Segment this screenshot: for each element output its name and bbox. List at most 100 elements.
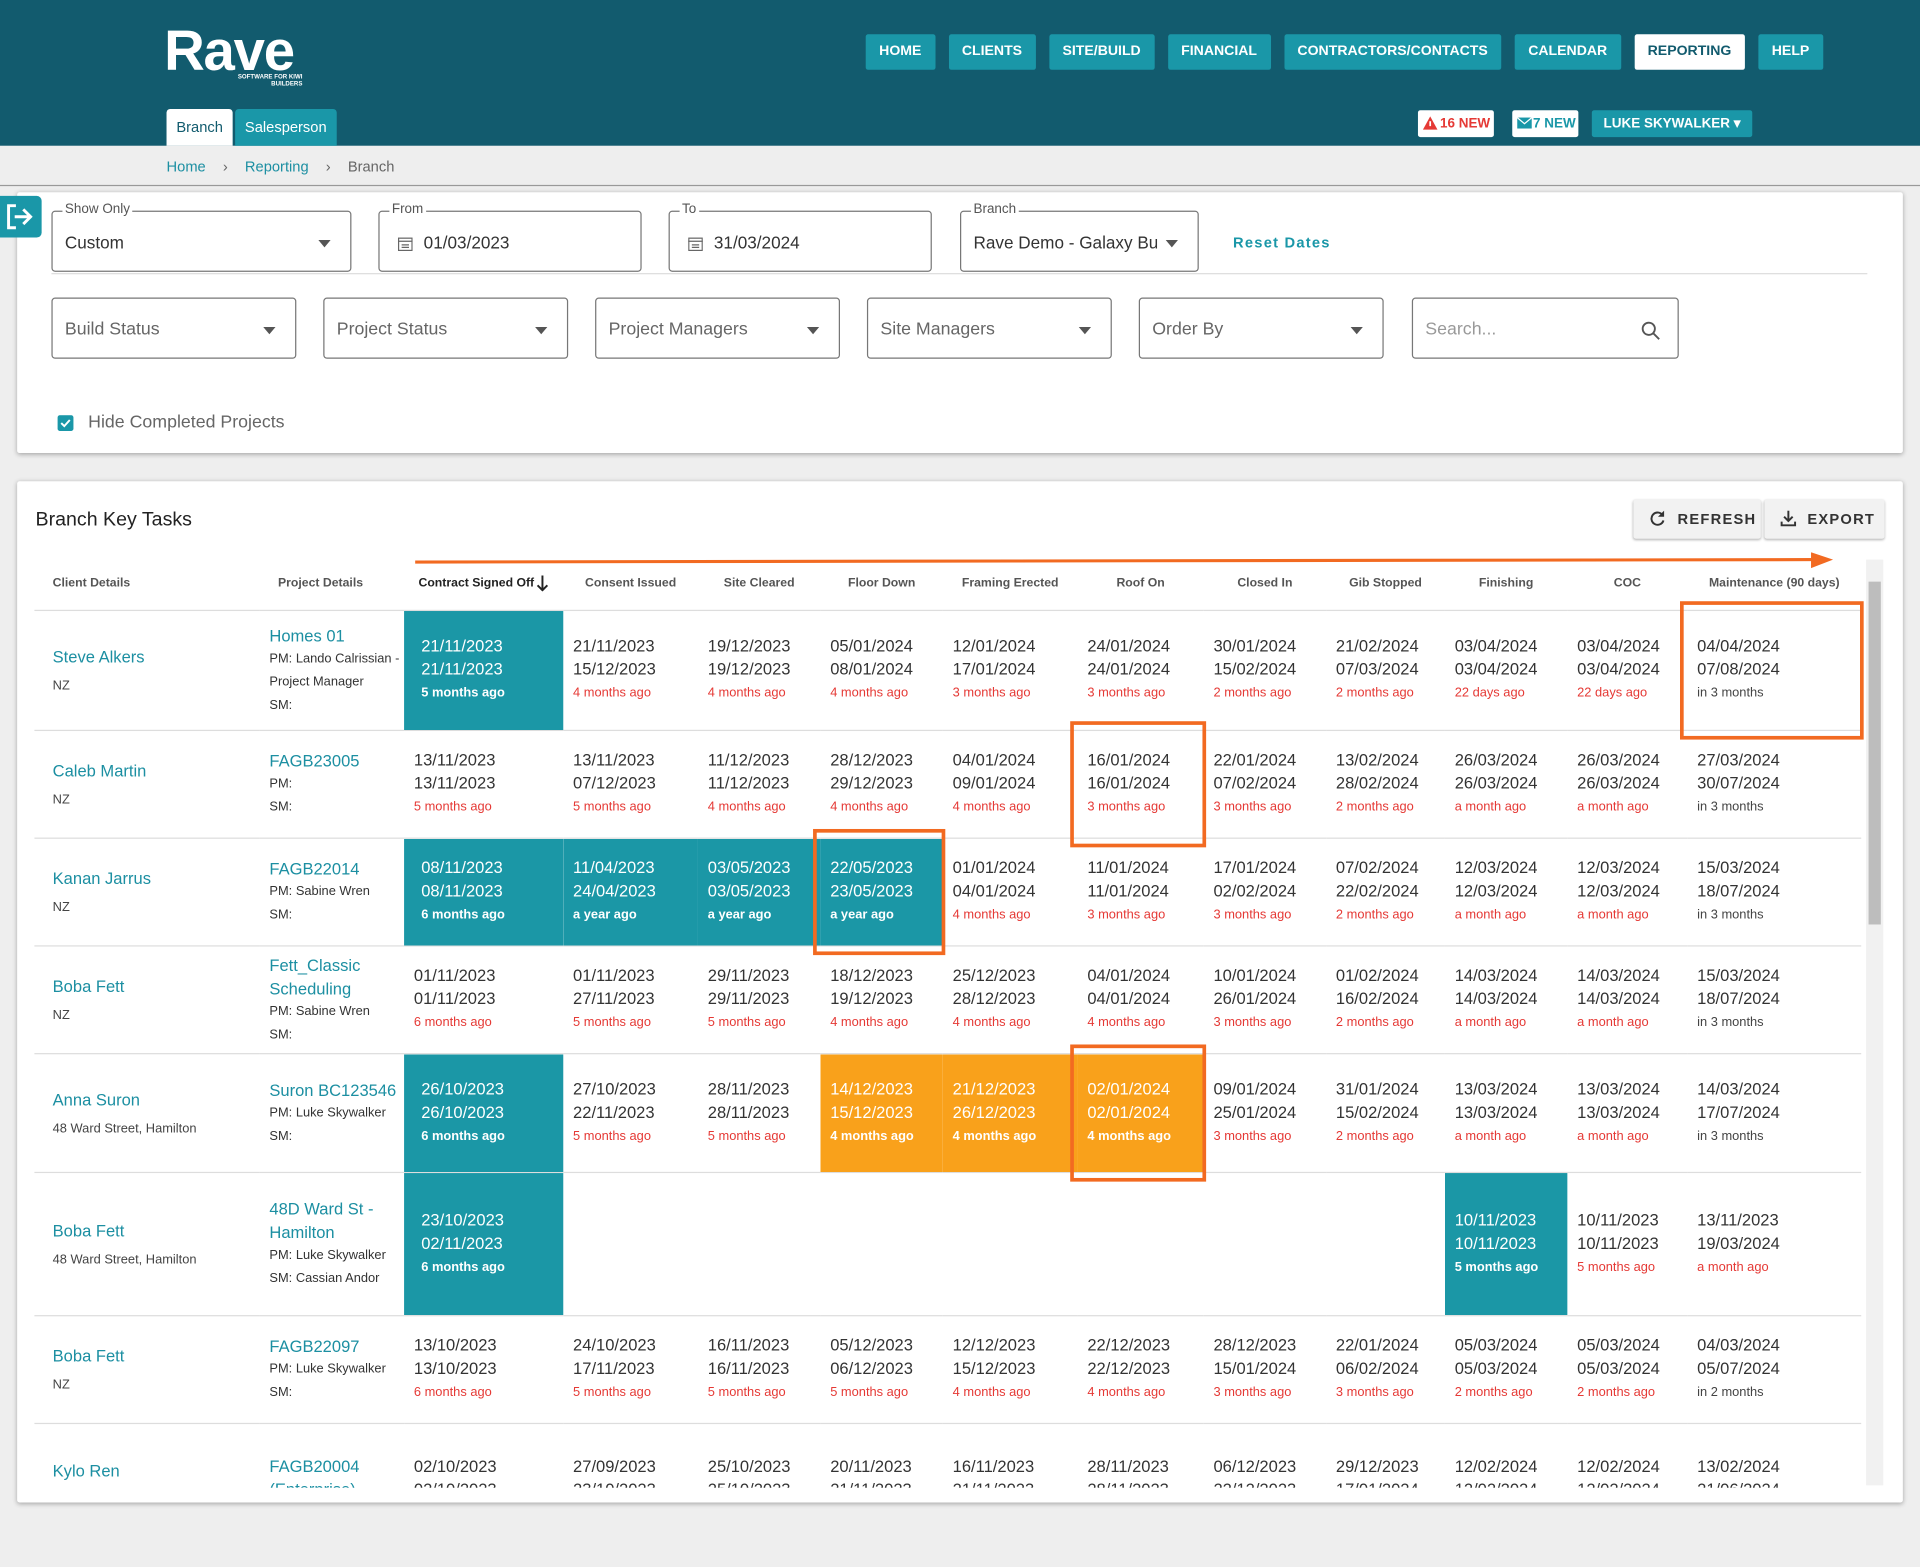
warning-icon <box>1422 116 1438 130</box>
client-location: NZ <box>52 792 70 807</box>
project-detail: PM: Lando Calrissian - Project Manager <box>269 650 400 689</box>
client-cell: Boba Fett NZ <box>34 945 260 1054</box>
column-header[interactable]: Finishing <box>1445 557 1567 610</box>
search-icon <box>1641 321 1660 340</box>
select[interactable]: Project Status <box>323 297 569 359</box>
side-toggle[interactable] <box>0 195 42 238</box>
task-date: 27/09/2023 <box>573 1456 656 1476</box>
task-cell: 26/10/2023 26/10/2023 6 months ago <box>404 1053 564 1173</box>
refresh-button[interactable]: REFRESH <box>1633 499 1761 539</box>
project-name[interactable]: FAGB20004 (Enterprise) <box>269 1456 360 1488</box>
task-date: 04/01/2024 <box>1087 989 1171 1008</box>
user-menu[interactable]: LUKE SKYWALKER ▾ <box>1591 110 1753 138</box>
task-date: 22/12/2023 <box>1087 1335 1171 1355</box>
client-name[interactable]: Anna Suron <box>52 1090 140 1109</box>
task-cell: 04/04/2024 07/08/2024 in 3 months <box>1680 601 1864 740</box>
column-header[interactable]: Floor Down <box>820 557 942 610</box>
scrollbar[interactable] <box>1866 559 1884 1486</box>
export-button[interactable]: EXPORT <box>1764 499 1885 539</box>
column-header[interactable]: Consent Issued <box>563 557 698 610</box>
task-date: 12/12/2023 <box>952 1335 1036 1355</box>
mail-icon <box>1517 117 1532 129</box>
crumb-link[interactable]: Home <box>166 157 206 176</box>
nav-button[interactable]: CLIENTS <box>948 34 1036 70</box>
task-date: 03/04/2024 <box>1454 636 1538 656</box>
nav-button[interactable]: CALENDAR <box>1514 34 1621 70</box>
search[interactable]: Search... <box>1411 297 1679 359</box>
task-date: 12/02/2024 <box>1577 1478 1687 1488</box>
column-header[interactable]: Gib Stopped <box>1326 557 1445 610</box>
column-label: Floor Down <box>847 576 916 591</box>
user-name: LUKE SKYWALKER <box>1603 116 1731 132</box>
caret <box>535 326 548 335</box>
select[interactable]: Build Status <box>51 297 297 359</box>
column-label: Framing Erected <box>961 576 1059 591</box>
task-cell <box>820 1171 943 1316</box>
logo[interactable]: Rave <box>164 18 295 83</box>
column-header[interactable]: Contract Signed Off <box>404 557 563 610</box>
filter-panel: Show Only Custom From 01/03/2023 To 31/03/2… <box>17 192 1903 454</box>
task-date: 18/07/2024 <box>1697 881 1780 900</box>
select[interactable]: Project Managers <box>595 297 840 359</box>
project-name[interactable]: FAGB23005 <box>269 751 360 771</box>
task-cell: 21/02/2024 07/03/2024 2 months ago <box>1326 609 1445 731</box>
task-cell: 27/09/2023 23/10/2023 <box>563 1422 698 1488</box>
project-name[interactable]: Fett_Classic Scheduling <box>269 955 361 998</box>
client-cell: Boba Fett NZ <box>34 1315 260 1424</box>
nav-button[interactable]: HOME <box>865 34 935 70</box>
from-date[interactable]: From 01/03/2023 <box>378 202 642 272</box>
project-name[interactable]: FAGB22014 <box>269 859 360 878</box>
column-header[interactable]: Framing Erected <box>943 557 1078 610</box>
crumb-link[interactable]: Reporting <box>244 157 309 176</box>
branch[interactable]: Branch Rave Demo - Galaxy Builde <box>960 202 1199 272</box>
task-cell: 23/10/2023 02/11/2023 6 months ago <box>404 1171 564 1316</box>
client-name[interactable]: Kylo Ren <box>52 1462 120 1481</box>
select[interactable]: Site Managers <box>866 297 1112 359</box>
project-name[interactable]: FAGB22097 <box>269 1337 360 1356</box>
client-name[interactable]: Kanan Jarrus <box>52 869 151 888</box>
show-only[interactable]: Show Only Custom <box>51 202 352 272</box>
to-date[interactable]: To 31/03/2024 <box>668 202 932 272</box>
client-name[interactable]: Caleb Martin <box>52 761 147 780</box>
task-relative: 3 months ago <box>1213 799 1292 815</box>
task-relative: a month ago <box>1454 1015 1527 1030</box>
client-name[interactable]: Steve Alkers <box>52 647 145 667</box>
project-name[interactable]: Homes 01 <box>269 626 345 645</box>
task-cell: 28/12/2023 29/12/2023 4 months ago <box>820 729 943 839</box>
task-date: 04/04/2024 <box>1697 636 1780 656</box>
nav-button[interactable]: CONTRACTORS/CONTACTS <box>1283 34 1502 70</box>
tab[interactable]: Salesperson <box>235 108 337 146</box>
column-header[interactable]: Maintenance (90 days) <box>1687 557 1861 610</box>
select[interactable]: Order By <box>1138 297 1384 359</box>
tab[interactable]: Branch <box>166 108 233 146</box>
checkbox[interactable] <box>57 415 74 432</box>
task-relative: 4 months ago <box>707 799 786 815</box>
task-relative: 2 months ago <box>1577 1384 1656 1400</box>
task-date: 19/03/2024 <box>1697 1233 1780 1253</box>
project-name[interactable]: Suron BC123546 <box>269 1080 397 1099</box>
project-name[interactable]: 48D Ward St - Hamilton <box>269 1200 374 1242</box>
client-name[interactable]: Boba Fett <box>52 1221 125 1240</box>
messages[interactable]: 7 NEW <box>1512 110 1579 138</box>
column-header[interactable]: Site Cleared <box>698 557 820 610</box>
column-header[interactable]: COC <box>1567 557 1687 610</box>
task-date: 22/05/2023 <box>830 858 913 877</box>
task-relative: in 3 months <box>1697 907 1764 923</box>
task-date: 27/03/2024 <box>1697 750 1780 769</box>
task-cell: 27/03/2024 30/07/2024 in 3 months <box>1687 729 1862 839</box>
client-name[interactable]: Boba Fett <box>52 977 125 996</box>
caret <box>1078 326 1092 335</box>
client-name[interactable]: Boba Fett <box>52 1346 125 1366</box>
column-header[interactable]: Closed In <box>1204 557 1326 610</box>
nav-button[interactable]: FINANCIAL <box>1167 34 1271 70</box>
nav-button[interactable]: REPORTING <box>1634 34 1745 70</box>
scroll-thumb[interactable] <box>1868 581 1881 925</box>
client-cell: Steve Alkers NZ <box>34 609 260 731</box>
reset-dates[interactable]: Reset Dates <box>1233 233 1331 252</box>
nav-button[interactable]: HELP <box>1758 34 1823 70</box>
alerts[interactable]: 16 NEW <box>1417 110 1494 138</box>
task-date: 24/10/2023 <box>573 1335 656 1355</box>
task-date: 03/05/2023 <box>707 858 791 877</box>
column-header[interactable]: Roof On <box>1078 557 1204 610</box>
nav-button[interactable]: SITE/BUILD <box>1049 34 1155 70</box>
